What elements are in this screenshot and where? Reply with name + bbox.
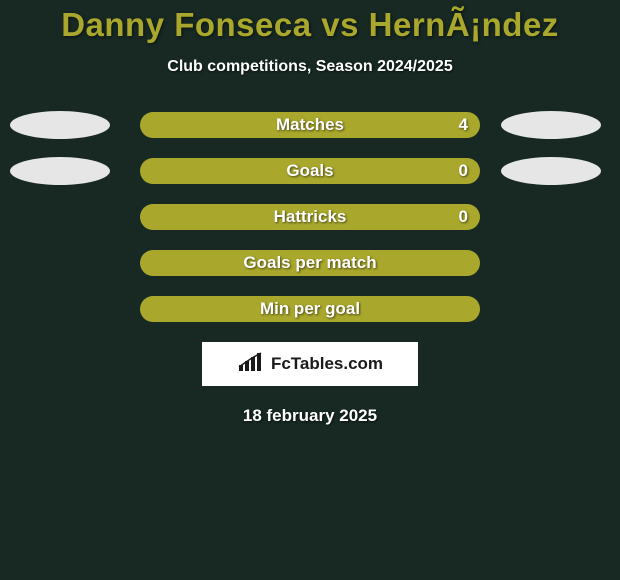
stat-bar: Goals 0 xyxy=(140,158,480,184)
logo-box: FcTables.com xyxy=(202,342,418,386)
subtitle: Club competitions, Season 2024/2025 xyxy=(0,58,620,76)
stat-label: Min per goal xyxy=(260,299,360,319)
right-ellipse xyxy=(501,111,601,139)
stat-label: Hattricks xyxy=(274,207,347,227)
stat-value: 0 xyxy=(459,161,468,181)
stat-value: 4 xyxy=(459,115,468,135)
stat-bar: Goals per match xyxy=(140,250,480,276)
stat-row: Hattricks 0 xyxy=(0,204,620,230)
page-title: Danny Fonseca vs HernÃ¡ndez xyxy=(0,0,620,44)
left-ellipse xyxy=(10,111,110,139)
stat-label: Matches xyxy=(276,115,344,135)
stat-bar: Matches 4 xyxy=(140,112,480,138)
stat-row: Min per goal xyxy=(0,296,620,322)
stat-bar: Min per goal xyxy=(140,296,480,322)
stat-row: Matches 4 xyxy=(0,112,620,138)
stats-card: Danny Fonseca vs HernÃ¡ndez Club competi… xyxy=(0,0,620,580)
logo-text: FcTables.com xyxy=(271,354,383,374)
stat-label: Goals xyxy=(286,161,333,181)
stat-row: Goals 0 xyxy=(0,158,620,184)
left-ellipse xyxy=(10,157,110,185)
fctables-icon xyxy=(237,351,265,378)
stat-bar: Hattricks 0 xyxy=(140,204,480,230)
stat-value: 0 xyxy=(459,207,468,227)
right-ellipse xyxy=(501,157,601,185)
stat-row: Goals per match xyxy=(0,250,620,276)
stat-rows: Matches 4 Goals 0 Hattricks 0 Goals per match M… xyxy=(0,112,620,322)
date-text: 18 february 2025 xyxy=(0,406,620,426)
stat-label: Goals per match xyxy=(243,253,376,273)
